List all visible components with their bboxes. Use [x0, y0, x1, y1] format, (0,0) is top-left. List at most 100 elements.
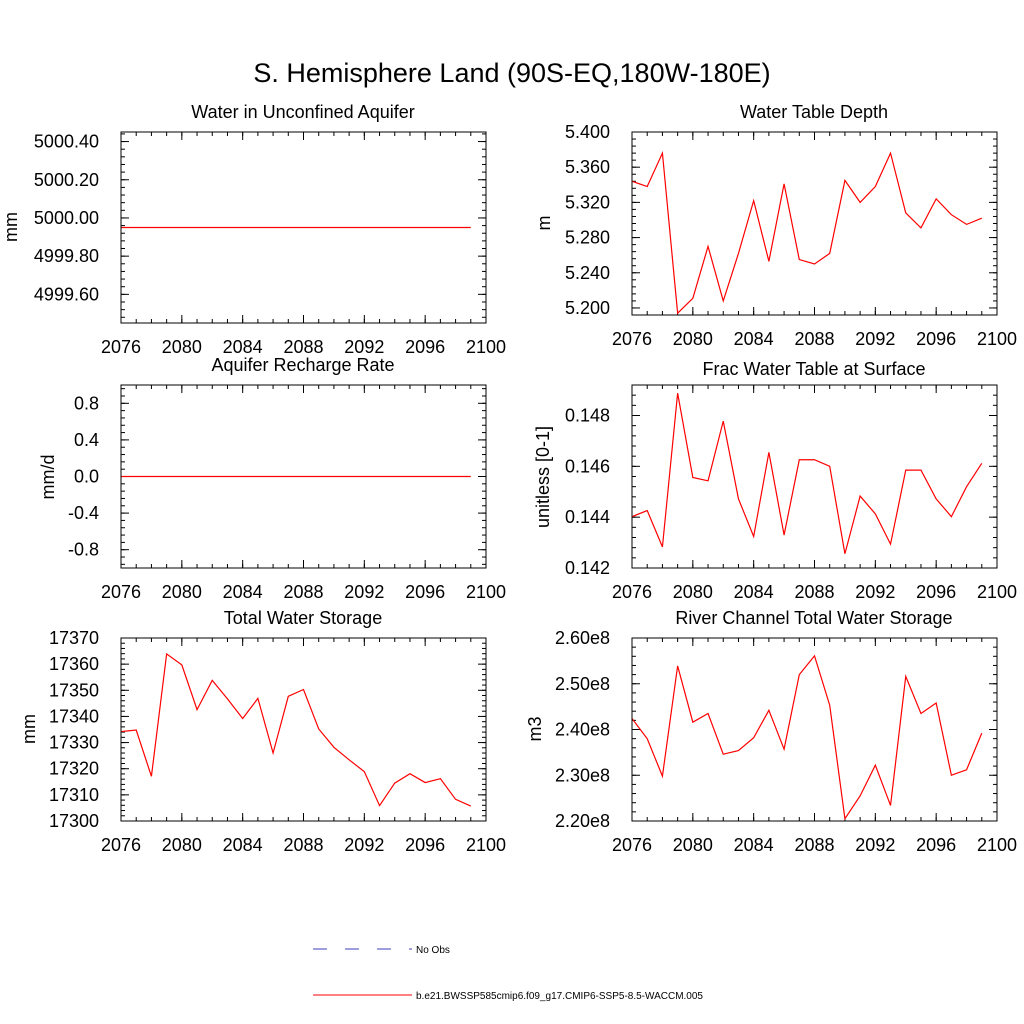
y-axis-label: mm/d: [38, 455, 58, 500]
y-tick-label: -0.4: [68, 503, 99, 523]
x-tick-label: 2080: [673, 835, 713, 855]
y-tick-label: 17340: [49, 706, 99, 726]
y-axis-label: mm: [19, 714, 39, 744]
y-tick-label: 17350: [49, 680, 99, 700]
x-tick-label: 2092: [344, 337, 384, 357]
panel-frac-water-table-at-surface: Frac Water Table at Surface unitless [0-…: [533, 359, 1017, 602]
y-tick-label: 17360: [49, 654, 99, 674]
y-tick-label: 5.400: [565, 122, 610, 142]
plot-frame: [631, 637, 998, 822]
x-tick-label: 2084: [223, 337, 263, 357]
x-tick-label: 2088: [794, 329, 834, 349]
y-axis-label: m3: [525, 716, 545, 741]
x-tick-label: 2092: [855, 835, 895, 855]
y-tick-label: 17310: [49, 785, 99, 805]
y-tick-label: 0.144: [565, 507, 610, 527]
y-tick-label: 2.50e8: [555, 674, 610, 694]
panel-river-channel-total-water-storage: River Channel Total Water Storage m3 207…: [525, 608, 1017, 855]
legend-label-no-obs: No Obs: [416, 945, 450, 956]
y-axis-label: mm: [1, 212, 21, 242]
x-tick-label: 2080: [162, 582, 202, 602]
panel-water-table-depth: Water Table Depth m 2076 2080 2084 2088 2092…: [534, 102, 1017, 349]
x-tick-label: 2096: [405, 835, 445, 855]
x-tick-label: 2076: [612, 835, 652, 855]
y-tick-label: 0.0: [74, 467, 99, 487]
plot-frame: [631, 131, 998, 316]
y-tick-label: 5.240: [565, 263, 610, 283]
y-tick-label: 0.146: [565, 456, 610, 476]
x-tick-label: 2084: [734, 329, 774, 349]
y-tick-label: 5000.20: [34, 170, 99, 190]
y-tick-label: 0.148: [565, 406, 610, 426]
x-tick-label: 2100: [977, 329, 1017, 349]
x-tick-label: 2080: [673, 329, 713, 349]
panel-aquifer-recharge-rate: Aquifer Recharge Rate mm/d 2076 2080 2084 2…: [38, 355, 506, 602]
panel-title: Total Water Storage: [224, 608, 382, 628]
figure-title: S. Hemisphere Land (90S-EQ,180W-180E): [253, 58, 770, 88]
y-tick-label: 0.142: [565, 558, 610, 578]
y-tick-label: 17320: [49, 759, 99, 779]
series-line: [631, 393, 983, 554]
plot-frame: [120, 637, 487, 822]
x-tick-label: 2080: [673, 582, 713, 602]
x-tick-label: 2088: [283, 835, 323, 855]
panel-title: River Channel Total Water Storage: [675, 608, 952, 628]
x-tick-label: 2100: [466, 835, 506, 855]
y-tick-label: 17300: [49, 811, 99, 831]
x-tick-label: 2100: [466, 337, 506, 357]
legend-label-model-run: b.e21.BWSSP585cmip6.f09_g17.CMIP6-SSP5-8…: [416, 991, 703, 1002]
x-tick-label: 2084: [223, 835, 263, 855]
x-tick-label: 2076: [612, 329, 652, 349]
y-tick-label: -0.8: [68, 540, 99, 560]
x-tick-label: 2096: [916, 329, 956, 349]
x-tick-label: 2076: [101, 337, 141, 357]
x-tick-label: 2092: [855, 582, 895, 602]
y-tick-label: 2.40e8: [555, 720, 610, 740]
y-tick-label: 4999.80: [34, 246, 99, 266]
plot-frame: [120, 131, 487, 324]
x-tick-label: 2088: [283, 582, 323, 602]
plot-frame: [120, 384, 487, 569]
series-line: [631, 654, 983, 821]
x-tick-label: 2076: [612, 582, 652, 602]
x-tick-label: 2084: [223, 582, 263, 602]
x-tick-label: 2092: [344, 835, 384, 855]
x-tick-label: 2088: [794, 582, 834, 602]
y-tick-label: 2.20e8: [555, 811, 610, 831]
y-tick-label: 4999.60: [34, 284, 99, 304]
x-tick-label: 2100: [977, 835, 1017, 855]
panel-title: Frac Water Table at Surface: [702, 359, 925, 379]
panel-water-in-unconfined-aquifer: Water in Unconfined Aquifer mm 2076 2080 2…: [1, 102, 506, 357]
x-tick-label: 2100: [466, 582, 506, 602]
legend: No Obs b.e21.BWSSP585cmip6.f09_g17.CMIP6…: [313, 945, 703, 1002]
x-tick-label: 2096: [916, 835, 956, 855]
series-line: [631, 150, 983, 315]
y-tick-label: 17330: [49, 733, 99, 753]
x-tick-label: 2084: [734, 582, 774, 602]
x-tick-label: 2096: [405, 337, 445, 357]
x-tick-label: 2088: [794, 835, 834, 855]
plot-frame: [631, 384, 998, 569]
y-tick-label: 5.320: [565, 192, 610, 212]
panel-total-water-storage: Total Water Storage mm 2076 2080 2084 2088 2…: [19, 608, 506, 855]
y-tick-label: 2.30e8: [555, 765, 610, 785]
x-tick-label: 2080: [162, 835, 202, 855]
x-tick-label: 2092: [855, 329, 895, 349]
x-tick-label: 2100: [977, 582, 1017, 602]
x-tick-label: 2092: [344, 582, 384, 602]
x-tick-label: 2088: [283, 337, 323, 357]
x-tick-label: 2096: [405, 582, 445, 602]
y-tick-label: 5000.00: [34, 208, 99, 228]
y-tick-label: 0.8: [74, 393, 99, 413]
y-tick-label: 17370: [49, 628, 99, 648]
x-tick-label: 2084: [734, 835, 774, 855]
y-axis-label: m: [534, 216, 554, 231]
x-tick-label: 2076: [101, 835, 141, 855]
series-line: [120, 652, 472, 807]
x-tick-label: 2076: [101, 582, 141, 602]
y-tick-label: 5000.40: [34, 132, 99, 152]
y-tick-label: 5.200: [565, 298, 610, 318]
panel-title: Aquifer Recharge Rate: [211, 355, 394, 375]
x-tick-label: 2080: [162, 337, 202, 357]
